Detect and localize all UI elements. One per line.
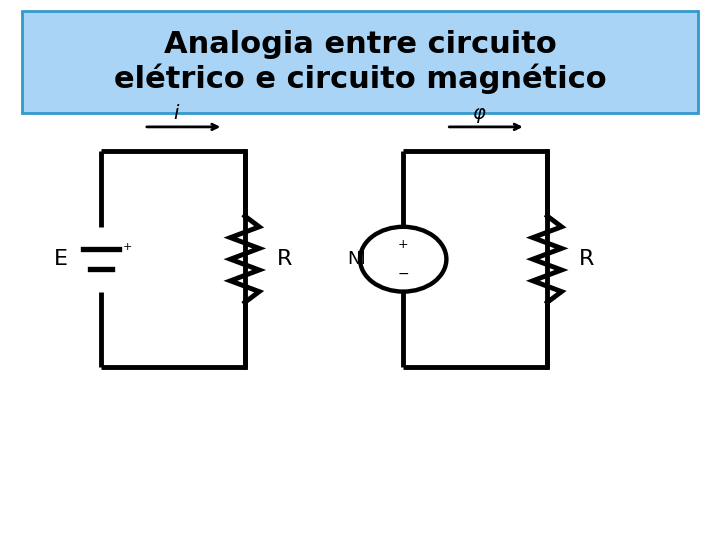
Text: φ: φ bbox=[472, 104, 485, 123]
Text: −: − bbox=[397, 267, 409, 281]
Text: R: R bbox=[276, 249, 292, 269]
Text: +: + bbox=[122, 242, 132, 252]
Text: R: R bbox=[579, 249, 595, 269]
Text: +: + bbox=[398, 238, 408, 251]
Text: i: i bbox=[174, 104, 179, 123]
Text: Analogia entre circuito
elétrico e circuito magnético: Analogia entre circuito elétrico e circu… bbox=[114, 30, 606, 94]
Text: E: E bbox=[54, 249, 68, 269]
Text: NI: NI bbox=[347, 250, 366, 268]
Circle shape bbox=[360, 227, 446, 292]
FancyBboxPatch shape bbox=[22, 11, 698, 113]
